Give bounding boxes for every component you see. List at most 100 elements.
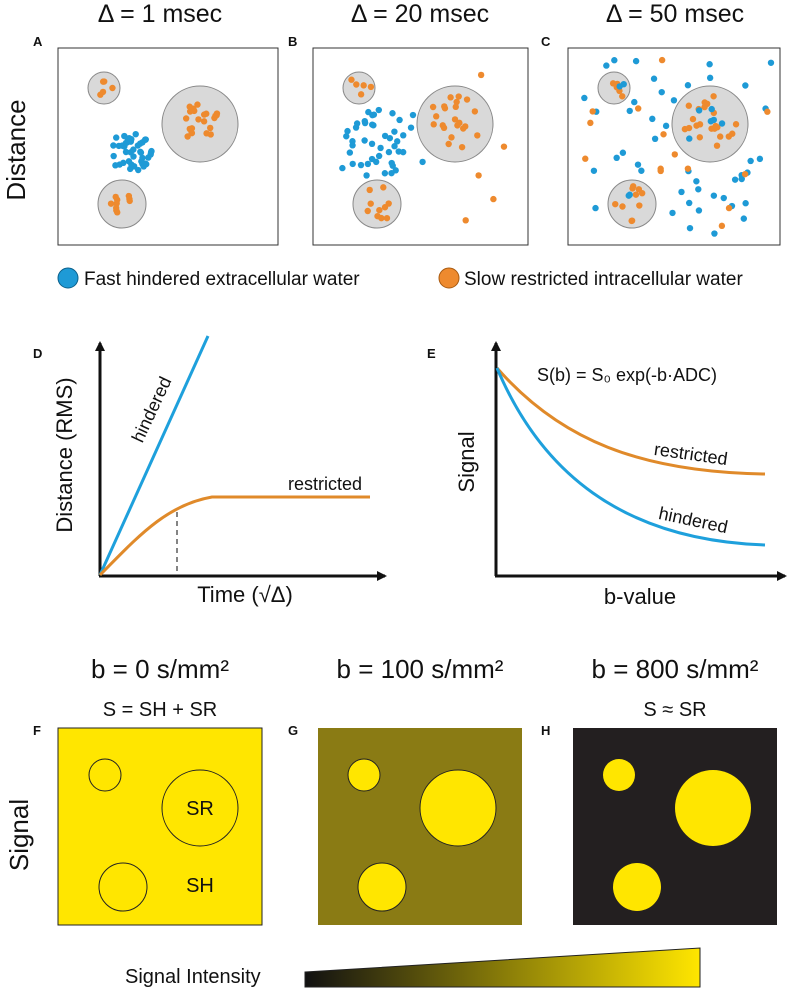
molecule [651,135,659,143]
molecule [139,160,146,168]
molecule [113,134,120,141]
molecule [696,121,704,128]
molecule [616,83,623,90]
molecule [764,108,771,115]
side-label: Distance [1,99,31,200]
molecule [203,130,210,137]
curve-label: hindered [657,503,730,537]
molecule [367,83,375,91]
molecule [742,82,749,89]
colorbar [304,947,701,988]
molecule [186,108,194,115]
molecule [711,230,718,237]
molecule [701,103,708,111]
molecule [626,107,633,115]
molecule [742,200,749,207]
molecule [97,91,104,98]
molecule [343,133,350,140]
molecule [391,128,398,135]
molecule [203,110,210,117]
molecule [430,121,437,128]
molecule [628,217,635,225]
hindered-curve [495,367,766,547]
molecule [182,115,190,122]
legend-label: Fast hindered extracellular water [84,269,360,290]
molecule [689,115,697,123]
molecule [729,130,736,137]
cell [613,863,661,911]
molecule [394,138,401,145]
molecule [707,118,715,125]
molecule [662,122,670,130]
molecule [349,160,356,168]
signal-panel [573,728,777,925]
molecule [706,74,714,82]
molecule [660,131,667,138]
molecule [101,78,108,85]
axis-label: b-value [604,584,676,609]
molecule [130,146,137,153]
molecule [708,105,715,113]
panel-letter: D [33,346,42,361]
panel-title: Δ = 20 msec [351,0,489,28]
molecule [110,152,117,160]
restricted-curve [98,495,370,577]
legend-label: Slow restricted intracellular water [464,269,743,290]
molecule [122,148,130,156]
molecule [626,191,633,198]
restricted-curve [495,367,766,476]
molecule [658,88,665,96]
molecule [126,197,133,205]
molecule [346,149,354,156]
panel-letter: G [288,723,298,738]
molecule [635,186,643,193]
molecule [632,57,640,65]
molecule [361,137,368,144]
molecule [732,121,740,128]
molecule [352,124,360,131]
molecule [357,161,365,169]
panel-letter: E [427,346,436,361]
compartment-label: SR [186,798,214,820]
molecule [366,186,373,194]
molecule [693,178,700,185]
molecule [348,76,355,83]
molecule [132,130,139,138]
molecule [349,142,356,149]
molecule [128,161,135,168]
molecule [137,149,145,156]
panel-title: Δ = 1 msec [98,0,222,28]
molecule [686,224,694,232]
molecule [695,107,703,114]
molecule [756,155,764,163]
molecule [713,142,721,149]
legend-swatch [438,267,460,289]
molecule [375,106,382,114]
molecule [211,114,218,122]
molecule [670,97,678,104]
diffusion-box [57,47,279,246]
molecule [718,222,726,230]
molecule [455,93,462,100]
molecule [112,193,119,201]
cell [161,85,239,163]
molecule [731,176,739,183]
side-label: Signal [4,799,34,871]
axis-label: Distance (RMS) [52,377,77,532]
molecule [631,98,638,106]
molecule [370,122,377,129]
curve-label: hindered [128,373,176,445]
axis-label: Time (√Δ) [197,582,293,607]
cell [88,758,122,792]
molecule [339,164,346,172]
panel-subtitle: S ≈ SR [643,699,706,721]
molecule [399,148,407,156]
molecule [649,115,656,123]
molecule [613,154,620,162]
molecule [474,132,481,139]
molecule [364,207,371,215]
molecule [364,160,372,168]
molecule [372,158,380,166]
molecule [701,99,708,106]
molecule [767,59,775,66]
